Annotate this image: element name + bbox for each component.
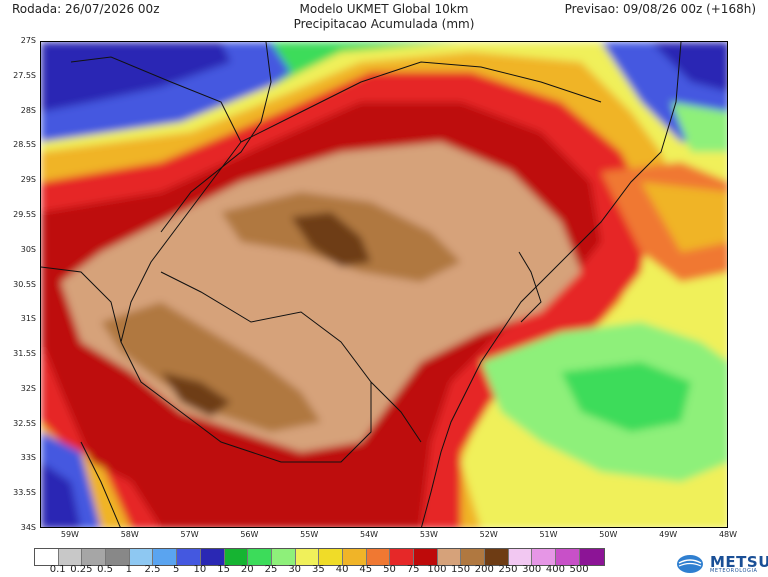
legend-color-bin bbox=[35, 549, 59, 565]
legend-color-bin bbox=[224, 549, 249, 565]
lat-tick-label: 33S bbox=[20, 453, 36, 463]
colorbar-legend bbox=[34, 548, 605, 566]
legend-bin-label: 5 bbox=[173, 564, 180, 575]
lon-tick-label: 51W bbox=[539, 530, 558, 539]
legend-bin-label: 35 bbox=[312, 564, 325, 575]
lon-tick-label: 52W bbox=[479, 530, 498, 539]
model-title: Modelo UKMET Global 10km bbox=[299, 2, 469, 16]
legend-color-bin bbox=[366, 549, 391, 565]
lon-tick-label: 55W bbox=[300, 530, 319, 539]
lat-tick-label: 32S bbox=[20, 383, 36, 393]
lon-tick-label: 48W bbox=[718, 530, 738, 539]
lat-tick-label: 30S bbox=[20, 244, 36, 254]
lon-tick-label: 54W bbox=[359, 530, 379, 539]
legend-color-bin bbox=[129, 549, 154, 565]
precipitation-map bbox=[40, 41, 728, 528]
legend-bin-label: 500 bbox=[569, 564, 589, 575]
legend-color-bin bbox=[532, 549, 557, 565]
legend-bin-label: 20 bbox=[240, 564, 254, 575]
legend-color-bin bbox=[319, 549, 343, 565]
globe-icon bbox=[677, 555, 703, 573]
legend-color-bin bbox=[556, 549, 580, 565]
lat-tick-label: 31.5S bbox=[13, 349, 36, 359]
legend-bin-label: 200 bbox=[474, 564, 494, 575]
legend-color-bin bbox=[461, 549, 486, 565]
legend-color-bin bbox=[508, 549, 533, 565]
lat-tick-label: 30.5S bbox=[13, 279, 36, 289]
legend-color-bin bbox=[414, 549, 438, 565]
legend-color-bin bbox=[485, 549, 509, 565]
lat-tick-label: 28S bbox=[20, 105, 36, 115]
legend-bin-label: 10 bbox=[193, 564, 207, 575]
lat-tick-label: 34S bbox=[20, 523, 36, 532]
logo-tagline: METEOROLOGIA bbox=[710, 568, 758, 574]
legend-bin-label: 30 bbox=[288, 564, 302, 575]
legend-bin-label: 400 bbox=[545, 564, 565, 575]
legend-bin-label: 25 bbox=[264, 564, 278, 575]
lat-tick-label: 28.5S bbox=[13, 140, 36, 150]
lat-tick-label: 33.5S bbox=[13, 488, 36, 498]
lon-tick-label: 50W bbox=[599, 530, 618, 539]
legend-bin-label: 2.5 bbox=[144, 564, 161, 575]
lat-tick-label: 29S bbox=[20, 175, 36, 185]
legend-bin-label: 45 bbox=[359, 564, 373, 575]
legend-color-bin bbox=[200, 549, 225, 565]
run-date-label: Rodada: 26/07/2026 00z bbox=[12, 2, 160, 16]
legend-color-bin bbox=[248, 549, 272, 565]
precipitation-field bbox=[41, 42, 727, 527]
legend-color-bin bbox=[153, 549, 178, 565]
lat-tick-label: 29.5S bbox=[13, 209, 36, 219]
legend-bin-label: 15 bbox=[217, 564, 230, 575]
forecast-valid-label: Previsao: 09/08/26 00z (+168h) bbox=[564, 2, 756, 16]
legend-bin-label: 40 bbox=[335, 564, 349, 575]
legend-color-bin bbox=[82, 549, 107, 565]
legend-color-bin bbox=[295, 549, 320, 565]
legend-color-bin bbox=[437, 549, 462, 565]
legend-bin-label: 0.25 bbox=[70, 564, 93, 575]
lat-tick-label: 31S bbox=[20, 314, 36, 324]
legend-color-bin bbox=[271, 549, 296, 565]
legend-color-bin bbox=[58, 549, 83, 565]
legend-color-bin bbox=[106, 549, 130, 565]
legend-bin-label: 0.1 bbox=[49, 564, 66, 575]
legend-bin-label: 1 bbox=[125, 564, 132, 575]
lat-tick-label: 27.5S bbox=[13, 70, 36, 80]
legend-bin-label: 150 bbox=[451, 564, 471, 575]
legend-color-bin bbox=[342, 549, 367, 565]
lat-tick-label: 27S bbox=[20, 36, 36, 45]
legend-bin-label: 50 bbox=[383, 564, 396, 575]
map-title: Modelo UKMET Global 10km Precipitacao Ac… bbox=[0, 2, 768, 32]
legend-bin-label: 300 bbox=[522, 564, 542, 575]
lon-tick-label: 49W bbox=[659, 530, 678, 539]
logo-name: METSUL bbox=[710, 553, 768, 571]
lat-tick-label: 32.5S bbox=[13, 418, 36, 428]
legend-color-bin bbox=[579, 549, 604, 565]
metsul-logo: METSUL METEOROLOGIA bbox=[676, 552, 768, 576]
lon-tick-label: 59W bbox=[60, 530, 79, 539]
legend-bin-label: 250 bbox=[498, 564, 518, 575]
lon-tick-label: 57W bbox=[180, 530, 199, 539]
legend-bin-label: 100 bbox=[427, 564, 447, 575]
legend-bin-label: 75 bbox=[406, 564, 420, 575]
legend-color-bin bbox=[177, 549, 201, 565]
variable-subtitle: Precipitacao Acumulada (mm) bbox=[293, 17, 475, 31]
legend-bin-label: 0.5 bbox=[97, 564, 114, 575]
lon-tick-label: 58W bbox=[120, 530, 139, 539]
lon-tick-label: 53W bbox=[419, 530, 438, 539]
lon-tick-label: 56W bbox=[240, 530, 259, 539]
legend-color-bin bbox=[390, 549, 414, 565]
